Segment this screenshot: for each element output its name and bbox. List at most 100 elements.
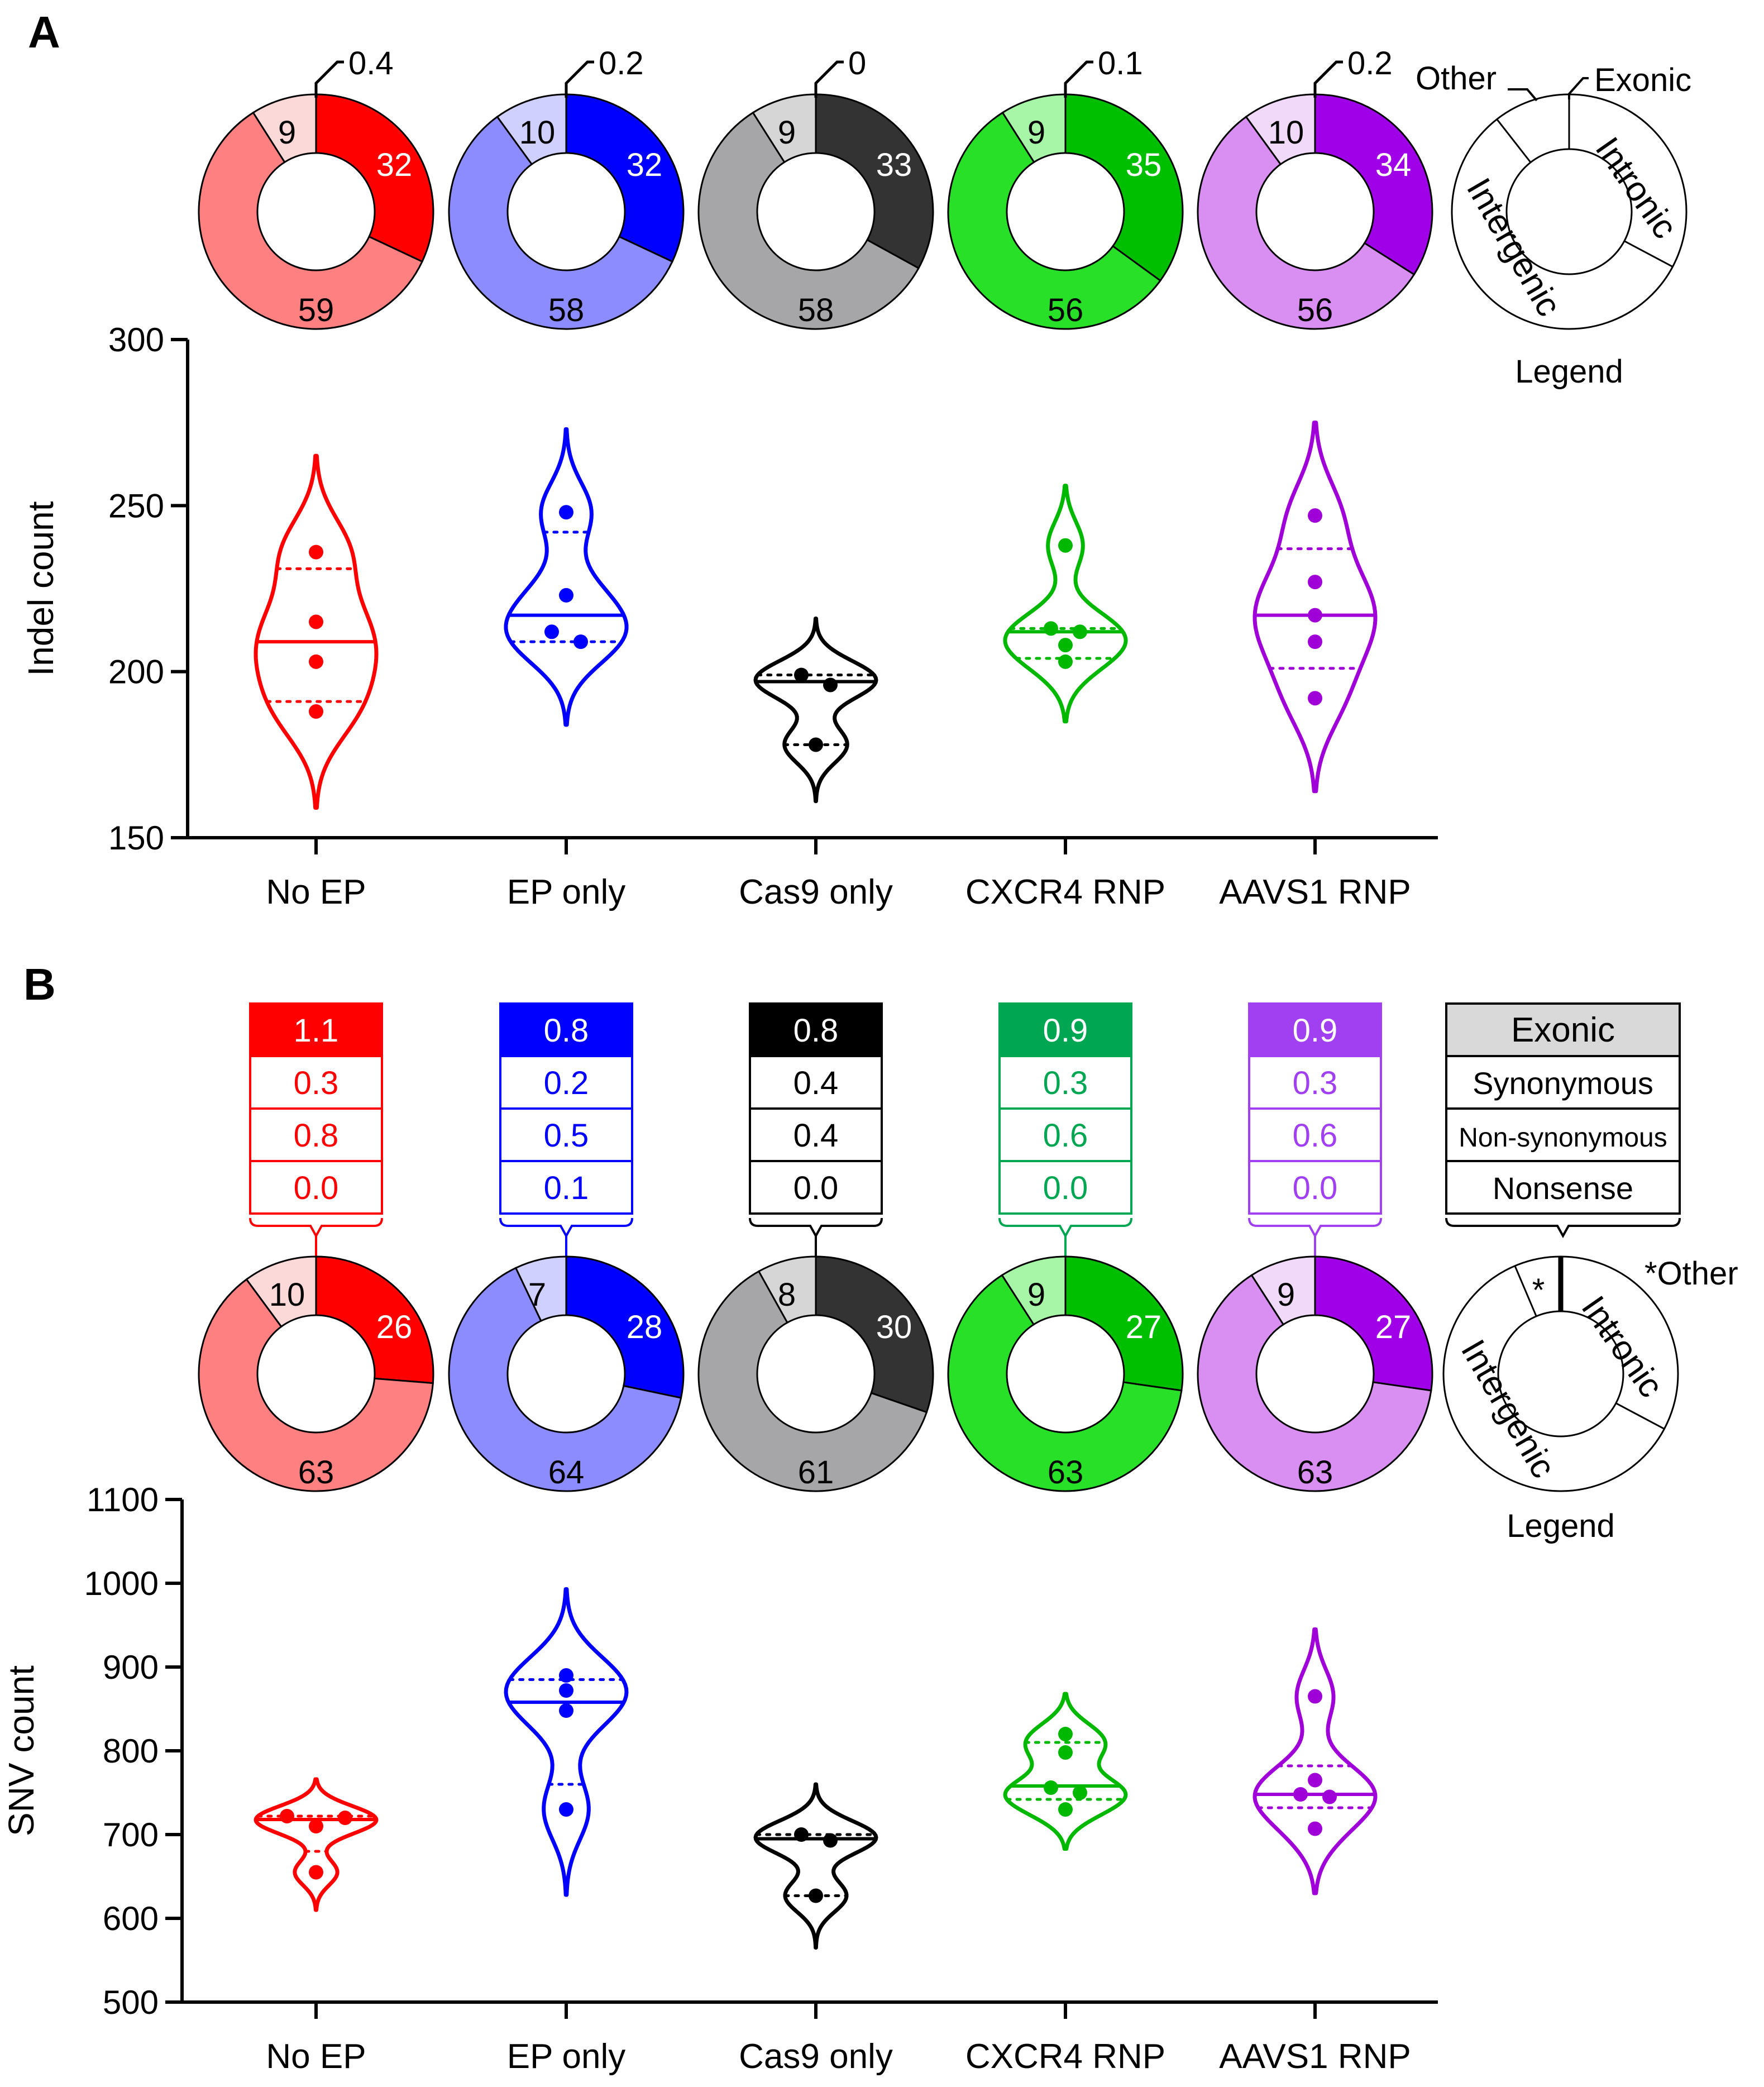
panel_a-pie-3-intergenic-label: 56	[1048, 292, 1084, 328]
violin-4-point	[1308, 1821, 1322, 1836]
x-tick-label: Cas9 only	[739, 2037, 893, 2076]
violin-0-outline	[254, 453, 379, 810]
table-1-row-3-cell	[499, 1160, 633, 1215]
table-2-row-0-cell	[749, 1002, 883, 1057]
y-tick-label: 300	[108, 321, 164, 359]
panel_a-pie-2-intronic-slice	[815, 93, 934, 270]
table-2-row-2-value: 0.4	[793, 1117, 839, 1154]
violin-0-point	[309, 1865, 323, 1880]
x-tick-label: No EP	[266, 873, 366, 911]
table-3-row-2-value: 0.6	[1043, 1117, 1088, 1154]
panel_a-pie-4-exonic-label: 0.2	[1347, 45, 1393, 82]
table-2-brace	[749, 1217, 883, 1239]
violin-2-point	[794, 667, 809, 682]
panel-b-legend-table: Exonic Synonymous Non-synonymous Nonsense	[1445, 1002, 1681, 1239]
panel_a-pie-0-intronic-slice	[315, 93, 434, 263]
x-tick-label: CXCR4 RNP	[965, 873, 1165, 911]
violin-3-point	[1044, 1780, 1058, 1795]
violin-3-point	[1058, 638, 1073, 653]
panel_b-pie-1-intronic-slice	[565, 1255, 685, 1399]
violin-3-point	[1058, 1745, 1073, 1760]
panel_b-pie-2-intergenic-slice	[697, 1270, 928, 1492]
panel_a-pie-0-exonic-leader	[314, 60, 344, 98]
panel_a-pie-2-exonic-leader	[814, 60, 844, 98]
violin-2-point	[823, 677, 838, 693]
table-4-row-2-cell	[1248, 1107, 1382, 1162]
panel-b-pie-row: 26 63 10 28 64 7 30 61 8 27 63 9 27 63 9	[198, 1255, 1433, 1492]
legend-table-row-2-label: Non-synonymous	[1459, 1123, 1667, 1153]
table-2-row-3-value: 0.0	[793, 1170, 839, 1206]
legend-table-row-1-cell	[1445, 1055, 1681, 1110]
violin-2-point	[809, 1888, 823, 1903]
violin-4-point	[1308, 508, 1322, 523]
panel_a-pie-1-intergenic-label: 58	[548, 292, 585, 328]
violin-4-point	[1308, 575, 1322, 590]
panel_b-pie-3-intronic-label: 27	[1126, 1309, 1162, 1345]
table-2-row-1-cell	[749, 1055, 883, 1110]
violin-2-point	[823, 1833, 838, 1848]
legend-table-row-1-label: Synonymous	[1473, 1066, 1653, 1101]
table-0-row-3-value: 0.0	[294, 1170, 339, 1206]
panel-b-exonic-tables: 1.1 0.3 0.8 0.0 0.8 0.2 0.5 0.1 0.8 0.4 0.4 0.0 0.9 0…	[249, 1002, 1382, 1257]
panel_b-pie-0-intergenic-label: 63	[298, 1454, 334, 1491]
legend-table-row-3-cell	[1445, 1160, 1681, 1215]
panel_a-pie-1-intronic-slice	[565, 93, 685, 263]
legend-title: Legend	[1515, 354, 1623, 390]
panel_b-pie-2-intergenic-label: 61	[798, 1454, 834, 1491]
violin-4-outline	[1253, 421, 1378, 794]
violin-1-point	[573, 634, 588, 649]
violin-4-point	[1308, 691, 1322, 706]
y-tick-label: 800	[103, 1732, 159, 1770]
x-tick-label: EP only	[507, 873, 626, 911]
table-3-row-2-cell	[998, 1107, 1132, 1162]
panel_b-pie-3-intronic-slice	[1064, 1255, 1184, 1392]
violin-0-outline	[254, 1777, 379, 1912]
legend-table-brace	[1445, 1217, 1681, 1239]
panel_a-pie-3-intergenic-slice	[947, 111, 1161, 330]
panel_a-pie-3-intronic-slice	[1064, 93, 1184, 282]
panel_b-pie-2-intronic-slice	[815, 1255, 934, 1413]
panel_b-pie-0-intergenic-slice	[198, 1278, 434, 1492]
table-0-row-1-value: 0.3	[294, 1065, 339, 1101]
table-0-row-0-value: 1.1	[294, 1013, 339, 1049]
panel_b-pie-0-intronic-slice	[315, 1255, 434, 1384]
table-3-row-3-cell	[998, 1160, 1132, 1215]
x-tick-label: AAVS1 RNP	[1219, 873, 1411, 911]
violin-4-point	[1308, 634, 1322, 649]
violin-3-point	[1073, 1785, 1087, 1800]
panel_b-pie-3-other-label: 9	[1027, 1277, 1045, 1313]
panel_b-legend-divider	[1615, 1402, 1665, 1430]
table-1-row-2-cell	[499, 1107, 633, 1162]
legend-other-text: Other	[1416, 60, 1497, 97]
violin-4-point	[1308, 608, 1322, 623]
y-tick-label: 250	[108, 487, 164, 524]
table-4-row-3-value: 0.0	[1293, 1170, 1338, 1206]
panel_b-pie-2-other-label: 8	[778, 1277, 796, 1313]
violin-1-point	[544, 624, 559, 639]
violin-3-point	[1058, 1802, 1073, 1817]
panel_b-legend-divider	[1514, 1265, 1537, 1317]
table-1-brace	[499, 1217, 633, 1239]
legend-exonic-leader	[1568, 77, 1589, 99]
y-tick-label: 900	[103, 1649, 159, 1686]
table-2-row-2-cell	[749, 1107, 883, 1162]
table-3-row-3-value: 0.0	[1043, 1170, 1088, 1206]
panel_a-legend-divider	[1624, 240, 1674, 268]
violin-3-point	[1073, 624, 1087, 639]
violin-2-outline	[753, 617, 878, 804]
panel_a-pie-4-intronic-slice	[1314, 93, 1433, 276]
panel_a-pie-2-exonic-label: 0	[848, 45, 866, 82]
panel_b-pie-0-intronic-label: 26	[376, 1309, 413, 1345]
violin-1-point	[559, 1668, 573, 1683]
panel_a-pie-2-intronic-label: 33	[876, 147, 912, 183]
panel-b-label: B	[23, 959, 56, 1009]
violin-4-point	[1293, 1787, 1308, 1802]
violin-0-point	[280, 1809, 294, 1823]
y-axis-label: SNV count	[1, 1665, 41, 1836]
violin-3-point	[1058, 538, 1073, 553]
panel_b-pie-1-intergenic-slice	[448, 1267, 682, 1492]
panel_a-pie-3-intronic-label: 35	[1126, 147, 1162, 183]
legend-other-leader	[1508, 88, 1538, 102]
panel_a-pie-2-other-label: 9	[778, 114, 796, 151]
